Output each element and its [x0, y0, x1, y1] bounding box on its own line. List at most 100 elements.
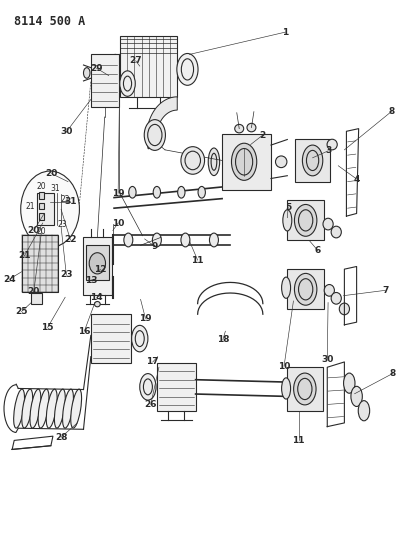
Bar	[91, 314, 131, 363]
Circle shape	[21, 171, 79, 247]
Ellipse shape	[324, 285, 335, 296]
Ellipse shape	[231, 143, 257, 180]
Text: 19: 19	[139, 314, 152, 323]
Bar	[157, 363, 196, 411]
Text: 1: 1	[282, 28, 289, 37]
Text: 28: 28	[55, 433, 67, 442]
Text: 8: 8	[388, 107, 395, 116]
Ellipse shape	[235, 124, 244, 133]
Ellipse shape	[46, 389, 57, 428]
Text: 8: 8	[389, 369, 396, 378]
Text: 13: 13	[85, 276, 97, 285]
Text: 20: 20	[46, 169, 58, 178]
Text: 23: 23	[60, 270, 73, 279]
Bar	[83, 237, 112, 295]
Bar	[222, 134, 271, 190]
Bar	[296, 139, 330, 182]
Bar	[21, 235, 58, 292]
Ellipse shape	[286, 376, 298, 400]
Text: 20: 20	[36, 227, 46, 236]
Circle shape	[89, 253, 106, 274]
Text: 5: 5	[285, 203, 291, 212]
Text: 26: 26	[145, 400, 157, 409]
Text: 31: 31	[50, 183, 60, 192]
Bar	[91, 54, 118, 108]
Text: 12: 12	[95, 265, 107, 274]
Ellipse shape	[331, 293, 341, 304]
Bar	[37, 193, 54, 225]
Ellipse shape	[323, 218, 333, 230]
Text: 22: 22	[64, 236, 77, 245]
Text: 7: 7	[382, 286, 388, 295]
Ellipse shape	[198, 187, 206, 198]
Bar	[286, 367, 323, 411]
Ellipse shape	[152, 233, 162, 247]
Ellipse shape	[275, 156, 287, 167]
Text: 10: 10	[112, 219, 125, 228]
Ellipse shape	[153, 187, 161, 198]
Ellipse shape	[293, 373, 316, 405]
Text: 20: 20	[28, 226, 40, 235]
Text: 24: 24	[3, 274, 16, 284]
Ellipse shape	[181, 233, 190, 247]
Text: 9: 9	[152, 242, 158, 251]
Bar	[39, 192, 44, 199]
Ellipse shape	[294, 273, 317, 305]
Ellipse shape	[112, 54, 119, 66]
Text: 11: 11	[192, 256, 204, 265]
Ellipse shape	[210, 233, 218, 247]
Text: 6: 6	[315, 246, 321, 255]
Text: 21: 21	[26, 202, 35, 211]
Text: 27: 27	[129, 56, 142, 65]
Ellipse shape	[178, 187, 185, 198]
Ellipse shape	[132, 325, 148, 352]
Ellipse shape	[358, 401, 369, 421]
Ellipse shape	[95, 302, 100, 307]
Text: 3: 3	[325, 147, 331, 156]
Ellipse shape	[62, 389, 74, 428]
Ellipse shape	[22, 389, 32, 428]
Text: 18: 18	[217, 335, 229, 344]
Ellipse shape	[112, 70, 119, 82]
Ellipse shape	[124, 233, 133, 247]
Ellipse shape	[247, 123, 256, 132]
Ellipse shape	[339, 303, 349, 315]
Text: 19: 19	[112, 189, 125, 198]
Bar	[85, 245, 109, 280]
Ellipse shape	[144, 119, 166, 150]
Text: 14: 14	[90, 293, 103, 302]
Text: 2: 2	[260, 131, 266, 140]
Ellipse shape	[129, 187, 136, 198]
Ellipse shape	[282, 378, 291, 399]
Text: 16: 16	[78, 327, 90, 336]
Text: 17: 17	[146, 358, 159, 367]
Text: 20: 20	[28, 287, 40, 296]
Text: 20: 20	[36, 182, 46, 191]
Ellipse shape	[302, 145, 323, 176]
Ellipse shape	[208, 148, 219, 175]
Ellipse shape	[344, 373, 355, 393]
Text: 8114 500 A: 8114 500 A	[14, 14, 85, 28]
Text: 11: 11	[293, 436, 305, 445]
Ellipse shape	[71, 389, 81, 428]
Ellipse shape	[351, 386, 363, 407]
Ellipse shape	[294, 205, 317, 236]
Text: 21: 21	[18, 252, 31, 261]
Text: 10: 10	[278, 362, 290, 370]
Ellipse shape	[54, 389, 65, 428]
Ellipse shape	[331, 226, 341, 238]
Text: 23: 23	[58, 220, 67, 229]
Text: 15: 15	[42, 323, 54, 332]
Ellipse shape	[38, 389, 49, 428]
Bar	[120, 36, 177, 97]
Ellipse shape	[14, 389, 25, 428]
Text: 30: 30	[321, 355, 333, 364]
Text: 29: 29	[90, 64, 103, 72]
Ellipse shape	[30, 389, 41, 428]
Text: 31: 31	[64, 197, 77, 206]
Bar	[31, 293, 42, 304]
Text: 30: 30	[60, 127, 73, 136]
Bar	[287, 200, 324, 240]
Ellipse shape	[283, 210, 292, 231]
Ellipse shape	[177, 53, 198, 85]
